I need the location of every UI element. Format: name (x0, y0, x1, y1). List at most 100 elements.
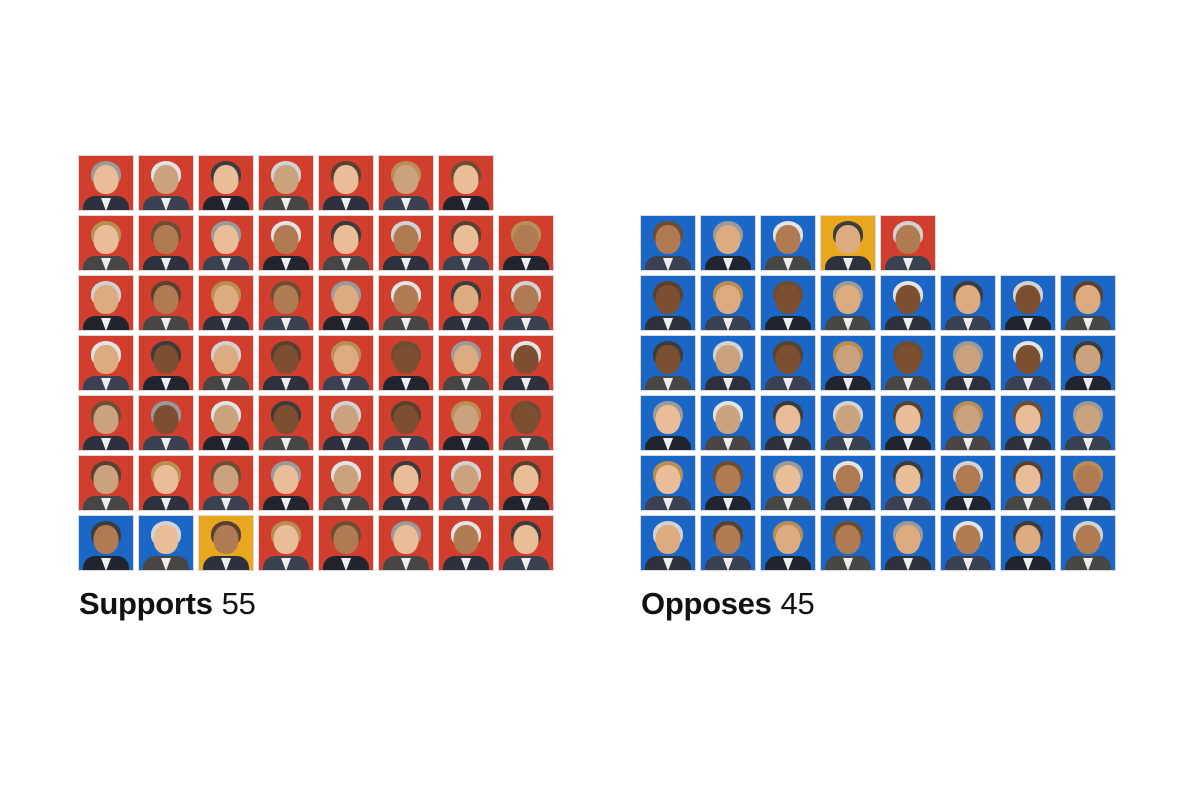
person-shirt-icon (161, 198, 171, 210)
person-face-icon (775, 405, 801, 434)
person-shirt-icon (1083, 558, 1093, 570)
person-face-icon (835, 345, 861, 374)
person-shirt-icon (221, 258, 231, 270)
person-shirt-icon (521, 258, 531, 270)
portrait-tile-yellow (820, 215, 876, 271)
person-face-icon (715, 465, 741, 494)
portrait-tile-blue (940, 275, 996, 331)
portrait-tile-red (438, 335, 494, 391)
person-shirt-icon (101, 558, 111, 570)
person-shirt-icon (401, 378, 411, 390)
person-face-icon (453, 285, 479, 314)
person-face-icon (213, 345, 239, 374)
person-shirt-icon (783, 558, 793, 570)
portrait-tile-red (880, 215, 936, 271)
person-face-icon (955, 345, 981, 374)
portrait-tile-blue (700, 515, 756, 571)
portrait-tile-red (318, 215, 374, 271)
person-face-icon (1075, 345, 1101, 374)
portrait-tile-red (258, 455, 314, 511)
person-shirt-icon (903, 318, 913, 330)
portrait-tile-red (318, 515, 374, 571)
portrait-tile-blue (1000, 335, 1056, 391)
person-face-icon (213, 225, 239, 254)
portrait-tile-red (318, 275, 374, 331)
portrait-tile-yellow (198, 515, 254, 571)
person-face-icon (93, 465, 119, 494)
person-shirt-icon (461, 198, 471, 210)
person-shirt-icon (221, 438, 231, 450)
person-face-icon (1015, 345, 1041, 374)
person-shirt-icon (963, 318, 973, 330)
portrait-tile-red (438, 515, 494, 571)
person-shirt-icon (221, 378, 231, 390)
portrait-tile-red (378, 335, 434, 391)
portrait-tile-blue (1060, 455, 1116, 511)
person-shirt-icon (783, 258, 793, 270)
portrait-tile-red (258, 515, 314, 571)
portrait-tile-red (498, 275, 554, 331)
person-shirt-icon (101, 258, 111, 270)
supports-grid (78, 155, 554, 571)
person-face-icon (715, 345, 741, 374)
person-face-icon (213, 405, 239, 434)
person-face-icon (153, 525, 179, 554)
portrait-tile-red (318, 335, 374, 391)
portrait-tile-blue (760, 515, 816, 571)
opposes-row-6 (640, 515, 1116, 571)
person-face-icon (1015, 465, 1041, 494)
person-face-icon (513, 405, 539, 434)
person-shirt-icon (221, 318, 231, 330)
person-shirt-icon (101, 378, 111, 390)
person-shirt-icon (461, 318, 471, 330)
person-shirt-icon (663, 318, 673, 330)
person-shirt-icon (461, 438, 471, 450)
person-shirt-icon (461, 558, 471, 570)
person-face-icon (213, 285, 239, 314)
person-shirt-icon (401, 498, 411, 510)
supports-label: Supports (79, 586, 213, 621)
person-face-icon (775, 225, 801, 254)
portrait-tile-red (258, 275, 314, 331)
portrait-tile-red (378, 395, 434, 451)
portrait-tile-blue (820, 455, 876, 511)
person-face-icon (453, 165, 479, 194)
portrait-tile-blue (78, 515, 134, 571)
person-face-icon (513, 465, 539, 494)
portrait-tile-red (138, 215, 194, 271)
portrait-tile-red (258, 395, 314, 451)
portrait-tile-red (258, 215, 314, 271)
person-shirt-icon (401, 198, 411, 210)
person-face-icon (955, 525, 981, 554)
person-face-icon (835, 525, 861, 554)
supports-row-7 (78, 515, 554, 571)
opposes-row-2 (640, 275, 1116, 331)
person-face-icon (1075, 525, 1101, 554)
supports-row-5 (78, 395, 554, 451)
person-shirt-icon (723, 438, 733, 450)
person-face-icon (273, 525, 299, 554)
portrait-tile-red (318, 455, 374, 511)
person-face-icon (93, 345, 119, 374)
person-shirt-icon (1083, 498, 1093, 510)
person-face-icon (775, 345, 801, 374)
portrait-tile-red (438, 275, 494, 331)
person-shirt-icon (461, 498, 471, 510)
portrait-tile-red (198, 335, 254, 391)
person-face-icon (393, 285, 419, 314)
supports-count: 55 (221, 586, 256, 621)
person-shirt-icon (1023, 498, 1033, 510)
person-face-icon (453, 525, 479, 554)
person-face-icon (273, 345, 299, 374)
person-shirt-icon (401, 558, 411, 570)
person-shirt-icon (341, 558, 351, 570)
person-face-icon (1015, 405, 1041, 434)
portrait-tile-blue (820, 275, 876, 331)
opposes-caption: Opposes 45 (641, 588, 815, 619)
person-shirt-icon (843, 258, 853, 270)
portrait-tile-red (198, 275, 254, 331)
person-face-icon (333, 345, 359, 374)
person-shirt-icon (1083, 378, 1093, 390)
person-face-icon (775, 285, 801, 314)
person-shirt-icon (663, 558, 673, 570)
